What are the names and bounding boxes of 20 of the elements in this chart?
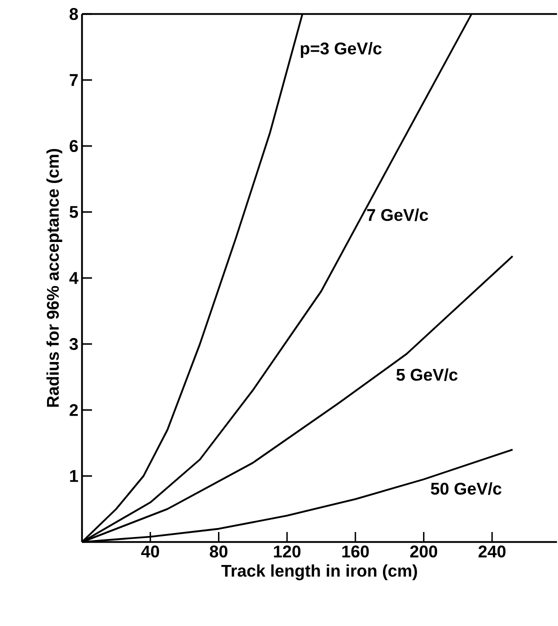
x-tick-label: 200 xyxy=(410,546,438,558)
y-axis-title: Radius for 96% acceptance (cm) xyxy=(46,148,62,407)
x-axis-title: Track length in iron (cm) xyxy=(221,564,418,580)
series-label: 5 GeV/c xyxy=(396,368,458,381)
series-label: 7 GeV/c xyxy=(367,208,428,222)
y-tick-label: 1 xyxy=(70,470,78,482)
y-tick-label: 4 xyxy=(69,272,78,284)
x-tick-label: 120 xyxy=(274,546,301,558)
x-tick-label: 160 xyxy=(342,546,369,558)
x-tick-label: 240 xyxy=(478,546,506,558)
y-tick-label: 8 xyxy=(70,8,78,20)
y-tick-label: 6 xyxy=(70,140,78,152)
y-tick-label: 7 xyxy=(70,74,78,86)
series-label: p=3 GeV/c xyxy=(300,42,382,58)
series-label: 50 GeV/c xyxy=(430,482,502,495)
y-tick-label: 2 xyxy=(70,404,78,416)
y-tick-label: 3 xyxy=(70,338,78,350)
x-tick-label: 80 xyxy=(210,546,228,558)
x-tick-label: 40 xyxy=(141,546,160,558)
y-tick-label: 5 xyxy=(70,206,78,218)
